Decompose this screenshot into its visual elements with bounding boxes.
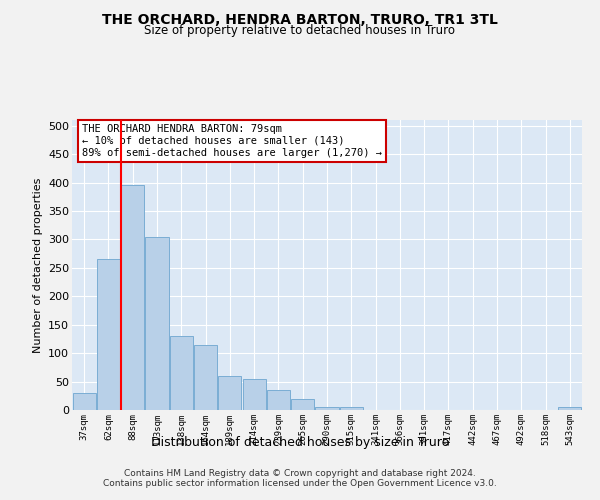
- Bar: [316, 407, 338, 410]
- Text: THE ORCHARD HENDRA BARTON: 79sqm
← 10% of detached houses are smaller (143)
89% : THE ORCHARD HENDRA BARTON: 79sqm ← 10% o…: [82, 124, 382, 158]
- Bar: [97, 260, 120, 410]
- Text: Contains HM Land Registry data © Crown copyright and database right 2024.: Contains HM Land Registry data © Crown c…: [124, 468, 476, 477]
- Bar: [73, 393, 95, 410]
- Bar: [340, 407, 363, 410]
- Bar: [194, 344, 217, 410]
- Bar: [145, 236, 169, 410]
- Bar: [559, 407, 581, 410]
- Bar: [267, 390, 290, 410]
- Bar: [170, 336, 193, 410]
- Bar: [291, 398, 314, 410]
- Text: Distribution of detached houses by size in Truro: Distribution of detached houses by size …: [151, 436, 449, 449]
- Bar: [242, 378, 266, 410]
- Y-axis label: Number of detached properties: Number of detached properties: [32, 178, 43, 352]
- Text: THE ORCHARD, HENDRA BARTON, TRURO, TR1 3TL: THE ORCHARD, HENDRA BARTON, TRURO, TR1 3…: [102, 12, 498, 26]
- Bar: [121, 186, 144, 410]
- Text: Contains public sector information licensed under the Open Government Licence v3: Contains public sector information licen…: [103, 478, 497, 488]
- Text: Size of property relative to detached houses in Truro: Size of property relative to detached ho…: [145, 24, 455, 37]
- Bar: [218, 376, 241, 410]
